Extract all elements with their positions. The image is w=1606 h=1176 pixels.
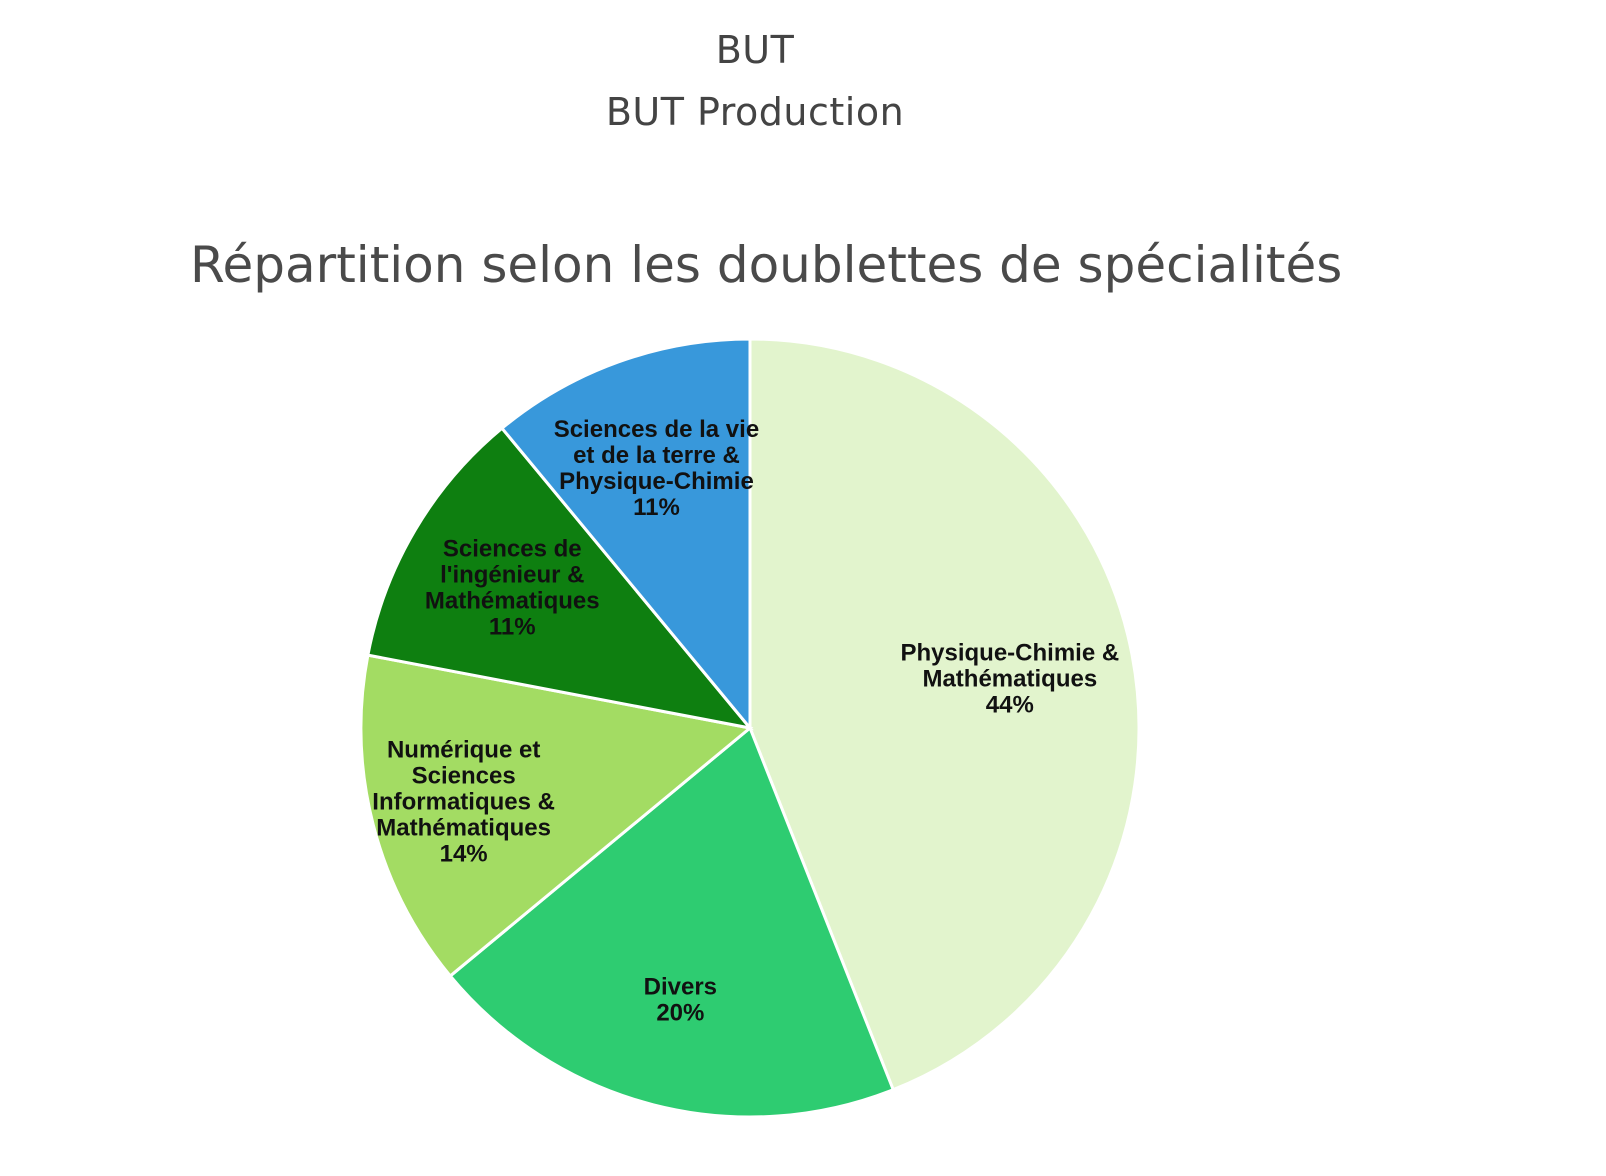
slice-label-line: 20% [656, 999, 704, 1026]
slice-label-line: l'ingénieur & [440, 561, 584, 588]
slice-label-line: et de la terre & [573, 442, 740, 469]
slice-label: Divers 20% [644, 973, 717, 1026]
slice-label-line: Sciences de la vie [554, 416, 759, 443]
slice-label: Physique-Chimie & Mathématiques 44% [900, 639, 1119, 718]
pie-slice[interactable] [448, 725, 896, 1119]
slice-label-line: Sciences [412, 763, 516, 790]
slice-label-line: Informatiques & [372, 789, 555, 816]
header-subtitle: BUT Production [605, 90, 905, 134]
slice-label-line: 14% [440, 841, 488, 868]
slice-label: Sciences de la vie et de la terre & Physiq… [554, 416, 759, 521]
slice-label-line: Mathématiques [376, 815, 551, 842]
slice-label-line: 11% [489, 613, 536, 640]
chart-title: Répartition selon les doublettes de spéc… [190, 236, 1343, 294]
header-title: BUT [715, 28, 795, 72]
pie-slice[interactable] [748, 337, 1141, 1092]
slice-label-line: Physique-Chimie [559, 468, 754, 495]
slice-label-line: Sciences de [443, 535, 582, 562]
slice-label: Numérique et Sciences Informatiques & Mathé… [372, 737, 555, 868]
slice-label-line: 11% [633, 494, 680, 521]
slice-label: Sciences de l'ingénieur & Mathématiques 11% [425, 535, 600, 640]
slice-label-line: Physique-Chimie & [900, 639, 1119, 666]
slice-label-line: 44% [986, 691, 1034, 718]
slice-label-line: Numérique et [387, 737, 540, 764]
pie-slice[interactable] [359, 653, 754, 979]
slice-label-line: Mathématiques [922, 665, 1097, 692]
pie-slice[interactable] [366, 426, 754, 731]
slice-label-line: Divers [644, 973, 717, 1000]
slice-label-line: Mathématiques [425, 587, 600, 614]
pie-slice[interactable] [499, 337, 752, 733]
